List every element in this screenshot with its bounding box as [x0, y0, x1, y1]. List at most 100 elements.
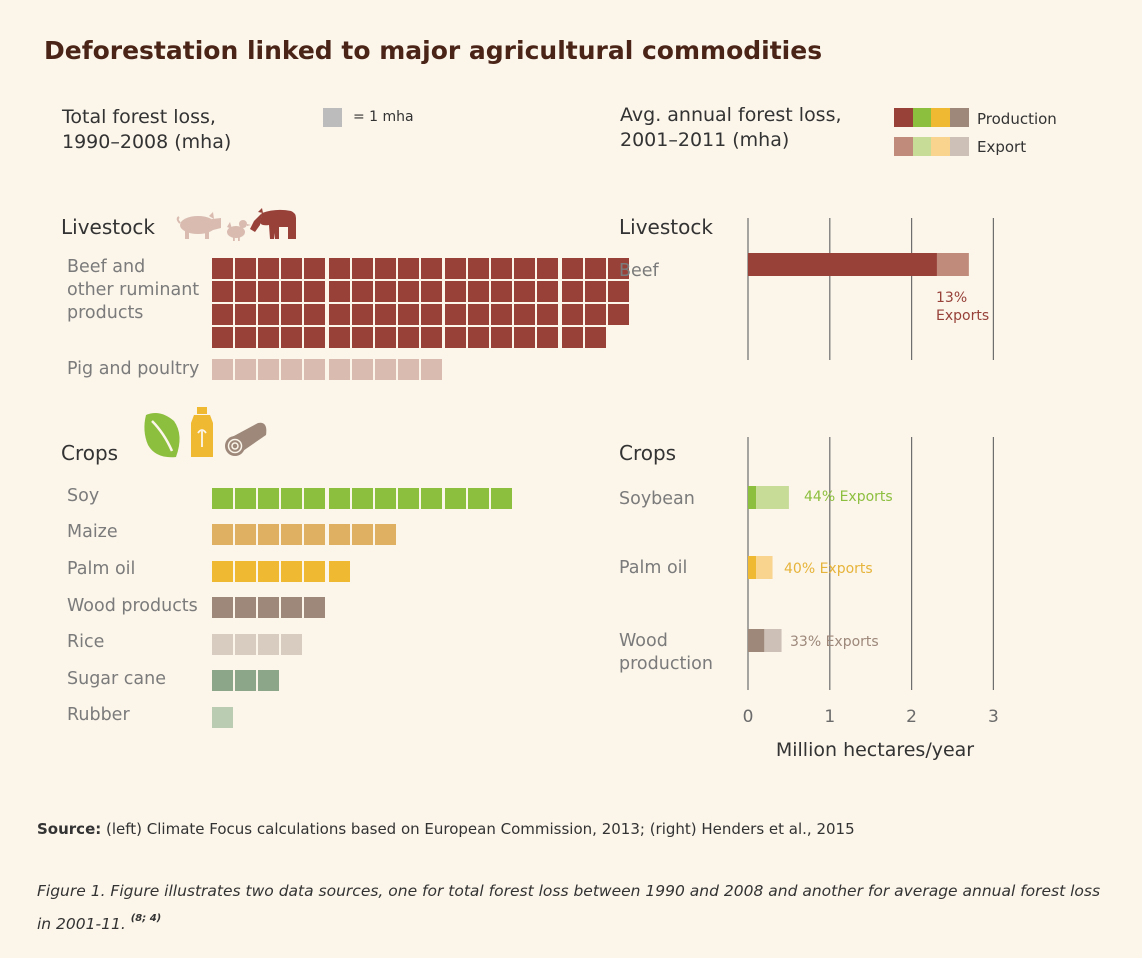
- waffle-cell: [351, 304, 373, 325]
- waffle-cell: [235, 327, 256, 348]
- bar-export-annotation: 13%: [936, 290, 967, 306]
- waffle-cell: [420, 304, 442, 325]
- waffle-cell: [258, 561, 279, 582]
- waffle-cell: [397, 281, 419, 302]
- waffle-cell: [397, 327, 419, 348]
- waffle-cell: [235, 304, 256, 325]
- waffle-label: Rice: [67, 632, 105, 652]
- waffle-cell: [235, 488, 256, 509]
- waffle-cell: [258, 597, 279, 618]
- bar-category-label: Beef: [619, 261, 660, 281]
- waffle-cell: [491, 304, 512, 325]
- waffle-cell: [561, 327, 583, 348]
- waffle-cell: [235, 597, 256, 618]
- waffle-cell: [514, 304, 535, 325]
- waffle-cell: [397, 304, 419, 325]
- crops-section-label-right: Crops: [619, 441, 677, 465]
- waffle-cell: [420, 359, 442, 380]
- legend-unit-label: = 1 mha: [353, 109, 414, 125]
- waffle-cell: [328, 359, 350, 380]
- livestock-icons: [176, 208, 296, 241]
- waffle-label: Sugar cane: [67, 669, 166, 689]
- waffle-cell: [212, 359, 233, 380]
- waffle-label: Palm oil: [67, 559, 136, 579]
- legend-export-label: Export: [977, 138, 1027, 156]
- waffle-cell: [468, 304, 489, 325]
- waffle-cell: [328, 524, 350, 545]
- waffle-cell: [397, 359, 419, 380]
- soy-leaf-icon: [144, 413, 180, 458]
- waffle-cell: [561, 258, 583, 279]
- waffle-cell: [468, 281, 489, 302]
- figure-caption: Figure 1. Figure illustrates two data so…: [37, 877, 1107, 938]
- waffle-cell: [491, 258, 512, 279]
- waffle-cell: [420, 488, 442, 509]
- waffle-cell: [304, 597, 325, 618]
- waffle-cell: [514, 327, 535, 348]
- waffle-cell: [584, 281, 606, 302]
- crop-icons: [144, 407, 267, 458]
- waffle-cell: [468, 488, 489, 509]
- waffle-cell: [304, 327, 325, 348]
- waffle-cell: [328, 304, 350, 325]
- waffle-cell: [328, 258, 350, 279]
- waffle-cell: [374, 359, 396, 380]
- source-text: (left) Climate Focus calculations based …: [101, 820, 855, 838]
- waffle-cell: [374, 304, 396, 325]
- waffle-cell: [304, 258, 325, 279]
- palm-oil-bottle-icon: [191, 407, 213, 457]
- source-note: Source: (left) Climate Focus calculation…: [37, 820, 855, 838]
- waffle-cell: [235, 670, 256, 691]
- x-tick-label: 0: [743, 707, 754, 727]
- waffle-cell: [607, 281, 629, 302]
- waffle-cell: [514, 281, 535, 302]
- pig-icon: [176, 212, 221, 239]
- waffle-cell: [537, 327, 558, 348]
- waffle-cell: [258, 281, 279, 302]
- bar-export-annotation: 44% Exports: [804, 489, 893, 505]
- x-tick-label: 3: [988, 707, 999, 727]
- waffle-cell: [212, 258, 233, 279]
- caption-refs: (8; 4): [130, 913, 162, 924]
- waffle-label: Rubber: [67, 705, 130, 725]
- waffle-cell: [235, 634, 256, 655]
- x-tick-label: 2: [906, 707, 917, 727]
- waffle-cell: [328, 488, 350, 509]
- waffle-cell: [351, 281, 373, 302]
- waffle-cell: [212, 327, 233, 348]
- waffle-cell: [258, 359, 279, 380]
- waffle-cell: [258, 524, 279, 545]
- waffle-cell: [258, 304, 279, 325]
- livestock-section-label-left: Livestock: [61, 215, 155, 239]
- waffle-cell: [491, 281, 512, 302]
- waffle-cell: [258, 327, 279, 348]
- waffle-cell: [304, 359, 325, 380]
- waffle-cell: [304, 524, 325, 545]
- bar-export-annotation: Exports: [936, 308, 989, 324]
- bar-production: [748, 253, 937, 276]
- bar-export: [756, 486, 789, 509]
- waffle-cell: [397, 488, 419, 509]
- waffle-cell: [212, 707, 233, 728]
- waffle-cell: [537, 281, 558, 302]
- waffle-cell: [304, 304, 325, 325]
- waffle-cell: [258, 634, 279, 655]
- bar-export-annotation: 40% Exports: [784, 561, 873, 577]
- waffle-cell: [584, 258, 606, 279]
- waffle-cell: [281, 281, 302, 302]
- bar-category-label: production: [619, 654, 713, 674]
- waffle-cell: [304, 281, 325, 302]
- waffle-cell: [304, 561, 325, 582]
- waffle-label: Soy: [67, 486, 100, 506]
- waffle-cell: [351, 488, 373, 509]
- caption-text: Figure 1. Figure illustrates two data so…: [37, 882, 1101, 933]
- waffle-cell: [281, 258, 302, 279]
- cow-icon: [250, 208, 296, 239]
- waffle-cell: [584, 327, 606, 348]
- waffle-cell: [468, 258, 489, 279]
- bar-production: [748, 486, 757, 509]
- legend-unit-swatch: [323, 108, 342, 127]
- bar-category-label: Palm oil: [619, 558, 687, 578]
- waffle-label: Pig and poultry: [67, 359, 200, 379]
- waffle-cell: [491, 488, 512, 509]
